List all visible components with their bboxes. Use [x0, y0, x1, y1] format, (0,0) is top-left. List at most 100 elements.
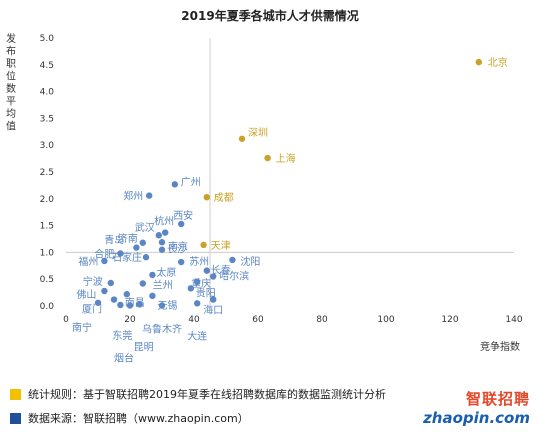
- y-axis-label-char: 数: [6, 82, 16, 95]
- data-point: [117, 301, 124, 309]
- footer-source: 数据来源：智联招聘（www.zhaopin.com）: [10, 410, 249, 426]
- data-point: [101, 287, 108, 295]
- y-tick-label: 0.5: [40, 275, 54, 285]
- y-axis-label-char: 值: [6, 120, 16, 133]
- logo-name: 智联招聘: [465, 390, 530, 408]
- data-point: [238, 135, 246, 142]
- y-tick-label: 4.0: [40, 88, 55, 98]
- point-label: 郑州: [123, 190, 143, 203]
- y-axis-label-char: 发: [6, 32, 16, 45]
- x-tick-label: 0: [63, 315, 69, 325]
- data-point: [126, 302, 134, 309]
- footer-rule: 统计规则：基于智联招聘2019年夏季在线招聘数据库的数据监测统计分析: [10, 386, 386, 402]
- data-point: [162, 229, 169, 236]
- y-axis-label-char: 平: [6, 97, 16, 108]
- x-tick-label: 80: [316, 315, 328, 325]
- point-label: 重庆: [191, 277, 211, 290]
- point-label: 天津: [211, 240, 231, 252]
- point-label: 长春: [211, 265, 231, 277]
- point-label: 东莞: [112, 329, 132, 342]
- zhaopin-logo: 智联招聘 zhaopin.com: [423, 388, 530, 427]
- data-point: [200, 241, 207, 249]
- data-point: [475, 58, 482, 66]
- data-point: [210, 296, 217, 303]
- point-label: 贵阳: [196, 286, 216, 299]
- data-point: [117, 250, 124, 257]
- data-point: [139, 280, 146, 287]
- point-label: 哈尔滨: [219, 270, 249, 283]
- rule-text: 统计规则：基于智联招聘2019年夏季在线招聘数据库的数据监测统计分析: [28, 388, 386, 401]
- point-label: 宁波: [83, 275, 103, 288]
- data-point: [194, 278, 201, 286]
- data-point: [264, 154, 271, 162]
- y-tick-label: 3.0: [40, 141, 55, 151]
- x-tick-label: 20: [124, 315, 136, 325]
- point-label: 青岛: [104, 234, 124, 247]
- source-marker: [10, 412, 21, 424]
- data-point: [94, 299, 102, 306]
- chart-title: 2019年夏季各城市人才供需情况: [181, 8, 358, 23]
- data-point: [229, 256, 236, 264]
- data-point: [149, 271, 156, 279]
- y-tick-label: 2.5: [40, 168, 54, 178]
- point-label: 苏州: [189, 255, 209, 268]
- x-axis-label: 竞争指数: [480, 340, 520, 353]
- data-point: [123, 291, 130, 298]
- y-tick-label: 2.0: [40, 195, 55, 205]
- logo-url: zhaopin.com: [423, 409, 530, 427]
- y-axis-label-char: 均: [6, 108, 16, 120]
- data-point: [158, 239, 166, 246]
- point-label: 济南: [118, 232, 138, 245]
- point-label: 武汉: [135, 221, 155, 234]
- data-point: [178, 258, 185, 266]
- data-point: [178, 220, 185, 228]
- data-point: [146, 192, 153, 199]
- point-label: 深圳: [248, 127, 268, 139]
- y-tick-label: 1.5: [40, 222, 54, 232]
- point-label: 广州: [181, 176, 201, 188]
- data-point: [107, 279, 115, 287]
- data-point: [139, 239, 146, 246]
- rule-marker: [10, 388, 21, 400]
- source-text: 数据来源：智联招聘（www.zhaopin.com）: [28, 412, 249, 425]
- y-axis-label-char: 职: [6, 58, 16, 70]
- point-label: 石家庄: [112, 251, 142, 264]
- y-tick-label: 3.5: [40, 114, 54, 124]
- y-axis-label-char: 布: [6, 46, 16, 58]
- x-tick-label: 140: [505, 315, 522, 325]
- y-tick-label: 0.0: [40, 302, 55, 312]
- data-point: [142, 254, 150, 261]
- point-label: 北京: [488, 56, 508, 69]
- data-point: [136, 301, 143, 308]
- point-label: 合肥: [94, 247, 114, 260]
- y-axis-label-char: 位: [6, 70, 16, 83]
- data-point: [155, 232, 162, 239]
- data-point: [210, 273, 217, 280]
- point-label: 南宁: [72, 321, 92, 334]
- point-label: 上海: [276, 152, 296, 165]
- x-tick-label: 60: [252, 315, 264, 325]
- data-point: [194, 300, 201, 307]
- point-label: 福州: [78, 255, 98, 268]
- point-label: 沈阳: [240, 255, 260, 268]
- point-label: 佛山: [76, 288, 96, 301]
- point-label: 杭州: [154, 215, 174, 228]
- data-point: [133, 244, 140, 251]
- point-label: 长沙: [167, 244, 187, 256]
- data-point: [171, 181, 178, 188]
- point-label: 成都: [214, 192, 234, 204]
- y-tick-label: 1.0: [40, 248, 55, 258]
- data-point: [158, 302, 166, 309]
- data-point: [158, 246, 166, 253]
- point-label: 兰州: [153, 278, 173, 291]
- point-label: 太原: [156, 266, 176, 279]
- point-label: 大连: [187, 329, 207, 342]
- data-point: [149, 292, 156, 300]
- data-point: [203, 193, 210, 201]
- data-point: [101, 257, 108, 265]
- point-label: 昆明: [134, 341, 154, 353]
- y-tick-label: 4.5: [40, 61, 54, 71]
- point-label: 乌鲁木齐: [142, 322, 182, 335]
- x-tick-label: 120: [441, 315, 458, 325]
